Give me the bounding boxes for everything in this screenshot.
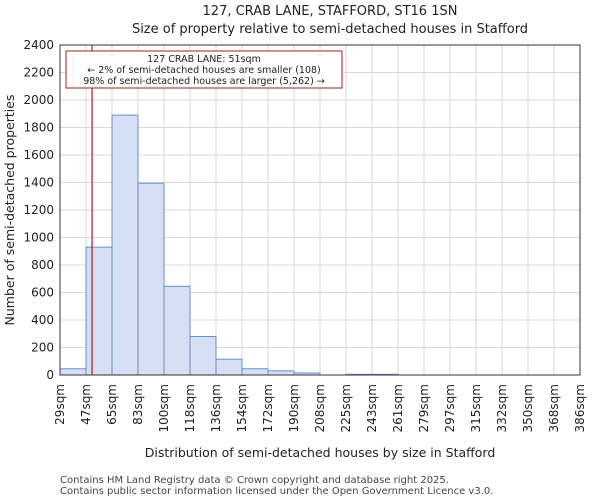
x-tick-label: 154sqm [235,384,249,432]
x-tick-label: 190sqm [287,384,301,432]
annotation-box: 127 CRAB LANE: 51sqm ← 2% of semi-detach… [65,50,343,89]
annotation-frame [65,50,343,89]
annotation-line-2: ← 2% of semi-detached houses are smaller… [87,65,321,76]
bar-172sqm [267,370,295,376]
footer-line-1: Contains HM Land Registry data © Crown c… [60,475,449,486]
bar-154sqm [241,368,269,376]
y-tick-label: 200 [31,341,54,355]
x-tick-label: 118sqm [183,384,197,432]
y-tick-label: 1200 [23,203,54,217]
x-tick-label: 261sqm [391,384,405,432]
y-tick-label: 2000 [23,93,54,107]
bar-136sqm [215,358,243,376]
y-tick-label: 800 [31,258,54,272]
bar-100sqm [163,285,191,376]
x-tick-label: 47sqm [79,384,93,425]
x-axis-label: Distribution of semi-detached houses by … [145,445,496,460]
y-tick-label: 1000 [23,231,54,245]
x-tick-label: 172sqm [261,384,275,432]
plot-frame [59,44,581,376]
x-tick-label: 297sqm [443,384,457,432]
x-tick-label: 350sqm [521,384,535,432]
footer-line-2: Contains public sector information licen… [60,486,493,497]
bar-47sqm [85,246,113,376]
chart-title: 127, CRAB LANE, STAFFORD, ST16 1SN [203,4,458,19]
x-tick-label: 136sqm [209,384,223,432]
x-tick-label: 315sqm [469,384,483,432]
y-axis-label: Number of semi-detached properties [2,95,17,326]
x-tick-label: 386sqm [573,384,587,432]
y-tick-label: 400 [31,313,54,327]
bar-65sqm [111,114,139,376]
y-tick-label: 2400 [23,38,54,52]
y-tick-label: 1800 [23,121,54,135]
bar-29sqm [59,368,87,376]
annotation-line-3: 98% of semi-detached houses are larger (… [83,76,325,87]
y-tick-label: 1600 [23,148,54,162]
y-tick-label: 2200 [23,66,54,80]
bars [59,114,399,376]
x-tick-label: 368sqm [547,384,561,432]
x-tick-label: 208sqm [313,384,327,432]
x-ticks: 29sqm 47sqm 65sqm 83sqm 100sqm 118sqm 136sqm 15… [53,384,587,432]
y-tick-label: 1400 [23,176,54,190]
y-ticks: 0 200 400 600 800 1000 1200 1400 1600 1800 2000 220… [23,38,54,382]
annotation-line-1: 127 CRAB LANE: 51sqm [147,54,261,65]
x-tick-label: 279sqm [417,384,431,432]
x-tick-label: 243sqm [365,384,379,432]
bar-118sqm [189,336,217,376]
x-tick-label: 332sqm [495,384,509,432]
x-tick-label: 65sqm [105,384,119,425]
x-tick-label: 225sqm [339,384,353,432]
x-tick-label: 100sqm [157,384,171,432]
bar-83sqm [137,182,165,376]
chart-subtitle: Size of property relative to semi-detach… [132,22,528,37]
x-tick-label: 29sqm [53,384,67,425]
x-tick-label: 83sqm [131,384,145,425]
y-tick-label: 0 [46,368,54,382]
y-tick-label: 600 [31,286,54,300]
